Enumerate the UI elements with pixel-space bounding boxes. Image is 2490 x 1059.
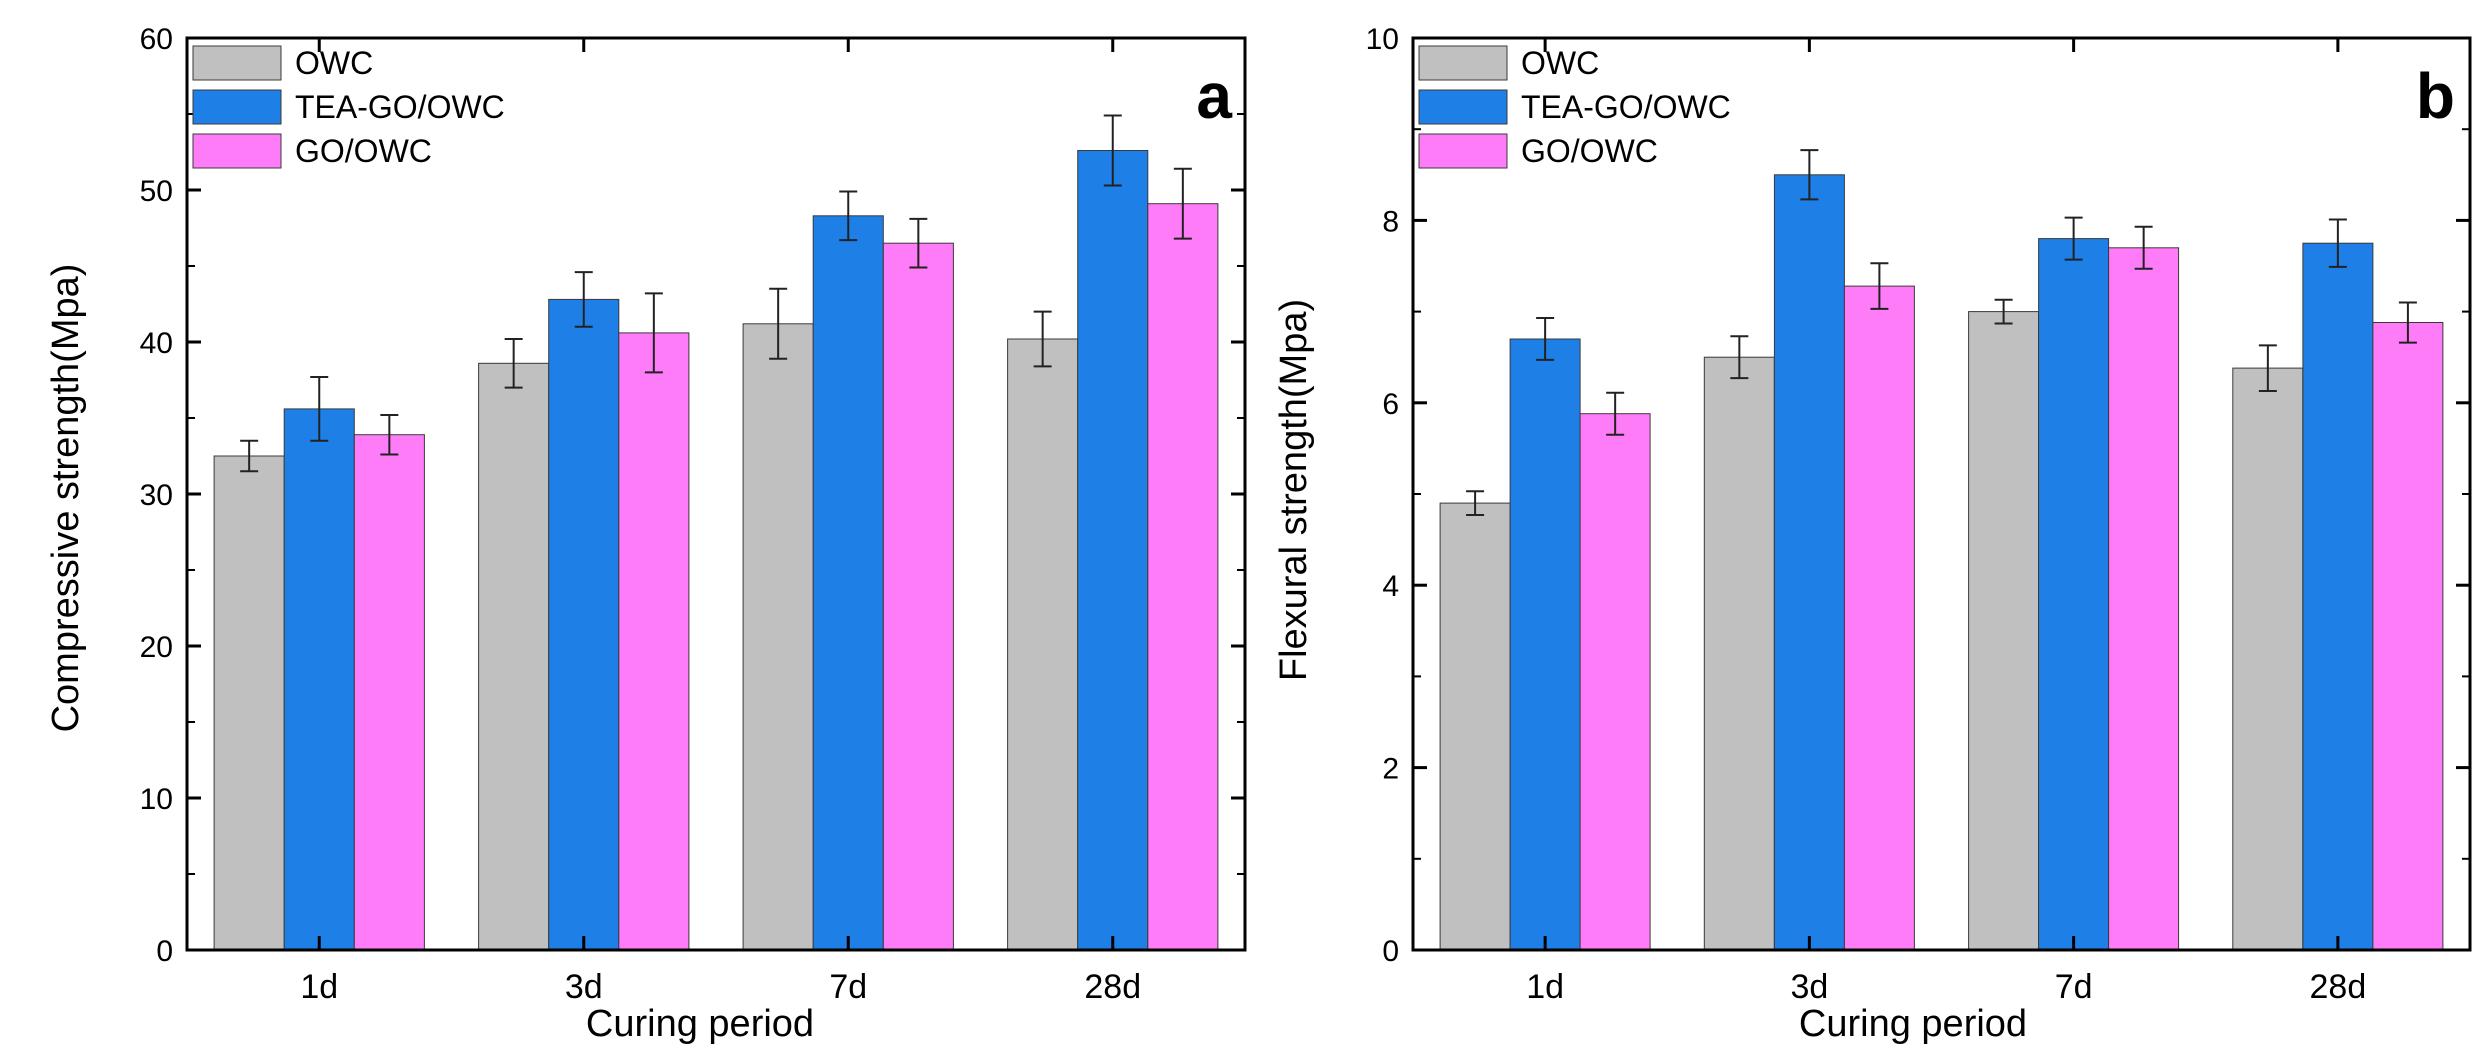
legend-label: TEA-GO/OWC: [1521, 89, 1731, 125]
bar: [1843, 285, 1915, 951]
legend-swatch: [192, 89, 282, 125]
legend-swatch: [1418, 45, 1508, 81]
x-tick-label: 3d: [565, 968, 603, 1006]
panel-a-compressive-strength: a Curing period Compressive strength(Mpa…: [45, 23, 1247, 1045]
y-tick-label: 50: [140, 175, 173, 208]
bar: [2108, 247, 2180, 951]
bar: [812, 215, 884, 951]
legend-swatch: [1418, 89, 1508, 125]
y-tick-label: 40: [140, 327, 173, 360]
bar: [213, 455, 285, 951]
y-tick-label: 0: [1382, 935, 1399, 968]
bar: [1703, 356, 1775, 951]
bar: [1439, 502, 1511, 951]
legend-label: TEA-GO/OWC: [295, 89, 505, 125]
y-tick-label: 4: [1382, 570, 1399, 603]
bar: [1773, 174, 1845, 951]
y-tick-label: 2: [1382, 753, 1399, 786]
y-axis-title: Flexural strength(Mpa): [1273, 299, 1315, 681]
bar: [618, 332, 690, 951]
panel-letter-b: b: [2416, 60, 2455, 132]
y-tick-label: 20: [140, 631, 173, 664]
y-tick-label: 8: [1382, 205, 1399, 238]
legend-label: GO/OWC: [295, 133, 432, 169]
bar: [478, 362, 550, 951]
x-tick-label: 28d: [1084, 968, 1141, 1006]
legend-label: OWC: [1521, 45, 1599, 81]
x-tick-label: 3d: [1790, 968, 1828, 1006]
panel-letter-a: a: [1196, 60, 1232, 132]
bar: [2372, 322, 2444, 951]
y-tick-label: 0: [156, 935, 173, 968]
y-tick-label: 30: [140, 479, 173, 512]
bar: [742, 323, 814, 951]
panel-b-flexural-strength: b Curing period Flexural strength(Mpa) 0…: [1273, 23, 2472, 1045]
y-tick-label: 10: [1366, 23, 1399, 56]
bar: [1509, 338, 1581, 951]
x-tick-label: 28d: [2310, 968, 2367, 1006]
legend-label: GO/OWC: [1521, 133, 1658, 169]
bar: [1077, 150, 1149, 951]
bar: [283, 408, 355, 951]
bar: [1007, 338, 1079, 951]
x-tick-label: 7d: [2055, 968, 2093, 1006]
y-tick-label: 10: [140, 783, 173, 816]
legend-swatch: [192, 45, 282, 81]
bar: [548, 298, 620, 951]
bar: [353, 434, 425, 951]
y-axis-title: Compressive strength(Mpa): [45, 264, 87, 733]
bar: [1147, 203, 1219, 951]
legend-swatch: [192, 133, 282, 169]
x-tick-label: 1d: [300, 968, 338, 1006]
x-tick-label: 1d: [1526, 968, 1564, 1006]
legend-label: OWC: [295, 45, 373, 81]
bar: [882, 242, 954, 951]
bar: [2038, 238, 2110, 951]
y-tick-label: 60: [140, 23, 173, 56]
bar: [1968, 311, 2040, 951]
legend-swatch: [1418, 133, 1508, 169]
bar: [2232, 367, 2304, 951]
bar: [1579, 413, 1651, 951]
bar: [2302, 242, 2374, 951]
x-axis-title: Curing period: [586, 1003, 814, 1045]
x-tick-label: 7d: [829, 968, 867, 1006]
x-axis-title: Curing period: [1799, 1003, 2027, 1045]
y-tick-label: 6: [1382, 388, 1399, 421]
